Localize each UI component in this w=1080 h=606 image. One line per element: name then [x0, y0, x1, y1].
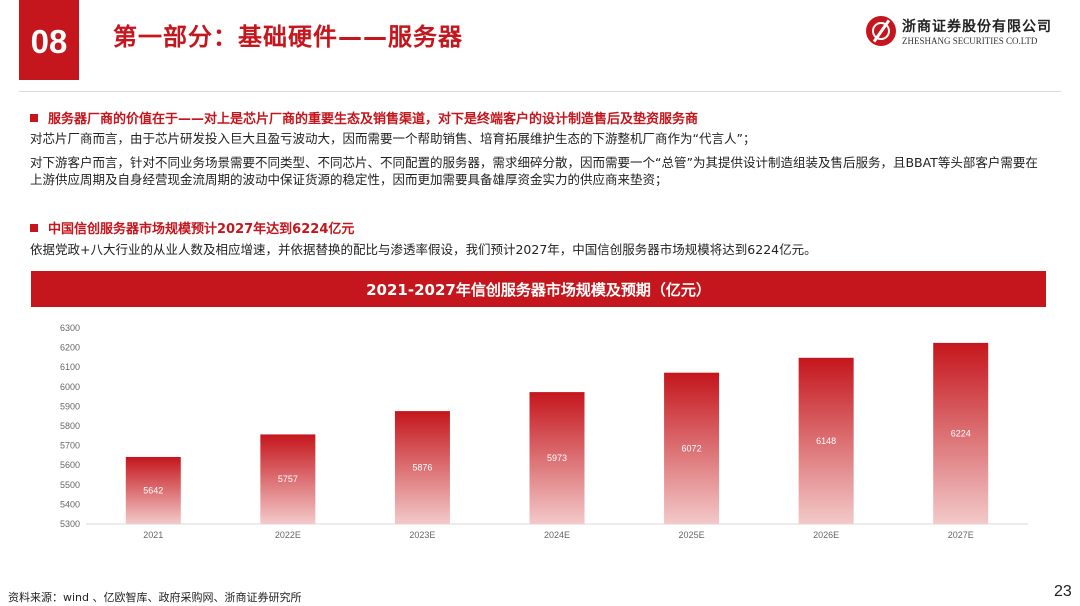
bar-value-label: 6072 — [682, 443, 702, 453]
x-tick-label: 2023E — [409, 530, 435, 540]
logo-icon — [866, 16, 896, 46]
source-note: 资料来源：wind 、亿欧智库、政府采购网、浙商证券研究所 — [8, 591, 302, 604]
bar-value-label: 5642 — [143, 485, 163, 495]
x-tick-label: 2026E — [813, 530, 839, 540]
bar — [664, 372, 720, 524]
bar — [394, 411, 450, 524]
y-tick-label: 5500 — [60, 480, 80, 490]
chart-title-banner: 2021-2027年信创服务器市场规模及预期（亿元） — [31, 271, 1046, 307]
paragraph: 对下游客户而言，针对不同业务场景需要不同类型、不同芯片、不同配置的服务器，需求细… — [30, 155, 1038, 187]
x-tick-label: 2027E — [948, 530, 974, 540]
y-tick-label: 5800 — [60, 421, 80, 431]
y-tick-label: 5400 — [60, 499, 80, 509]
header-divider — [19, 91, 1061, 92]
logo-company-name-en: ZHESHANG SECURITIES CO.LTD — [902, 36, 1038, 46]
bar-value-label: 5876 — [412, 463, 432, 473]
market-size-bar-chart: 5300 5400 5500 5600 5700 5800 5900 6000 6100 6200… — [60, 323, 1028, 540]
y-tick-label: 5300 — [60, 519, 80, 529]
y-tick-label: 6000 — [60, 382, 80, 392]
bar — [529, 392, 585, 524]
company-logo: 浙商证券股份有限公司 ZHESHANG SECURITIES CO.LTD — [866, 16, 1066, 50]
paragraph: 依据党政+八大行业的从业人数及相应增速，并依据替换的配比与渗透率假设，我们预计2… — [30, 242, 817, 257]
bar — [260, 434, 316, 524]
y-tick-label: 6300 — [60, 323, 80, 333]
y-tick-label: 6200 — [60, 343, 80, 353]
bullet-square-icon — [30, 224, 38, 232]
paragraph: 对芯片厂商而言，由于芯片研发投入巨大且盈亏波动大，因而需要一个帮助销售、培育拓展… — [30, 131, 756, 146]
y-tick-label: 5600 — [60, 460, 80, 470]
bar-value-label: 6224 — [951, 428, 971, 438]
page-number: 23 — [1054, 583, 1072, 600]
x-tick-label: 2021 — [143, 530, 163, 540]
bar — [798, 357, 854, 524]
section-heading: 服务器厂商的价值在于——对上是芯片厂商的重要生态及销售渠道，对下是终端客户的设计… — [30, 108, 698, 127]
x-tick-label: 2024E — [544, 530, 570, 540]
section-heading: 中国信创服务器市场规模预计2027年达到6224亿元 — [30, 218, 354, 237]
bar — [933, 342, 989, 524]
section-number-badge: 08 — [19, 0, 79, 80]
slide-title: 第一部分：基础硬件——服务器 — [113, 23, 463, 51]
bar-value-label: 5757 — [278, 474, 298, 484]
y-tick-label: 6100 — [60, 362, 80, 372]
bar — [125, 456, 181, 524]
y-tick-label: 5700 — [60, 441, 80, 451]
logo-company-name: 浙商证券股份有限公司 — [902, 19, 1052, 35]
x-tick-label: 2022E — [275, 530, 301, 540]
bar-value-label: 6148 — [816, 436, 836, 446]
x-tick-label: 2025E — [679, 530, 705, 540]
y-tick-label: 5900 — [60, 401, 80, 411]
bullet-square-icon — [30, 114, 38, 122]
bar-value-label: 5973 — [547, 453, 567, 463]
